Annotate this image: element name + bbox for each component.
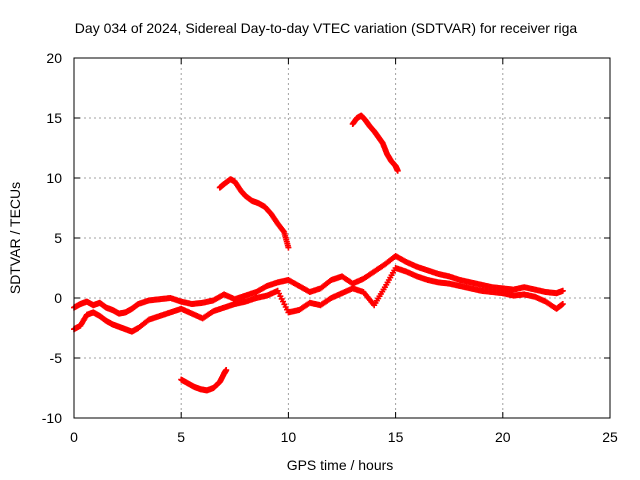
series-main-trace-lower (71, 265, 566, 335)
y-tick-label: 20 (46, 50, 62, 66)
axis-ticks: 0 5 10 15 20 25 -10 -5 0 5 10 15 20 (42, 50, 618, 445)
x-tick-label: 10 (281, 429, 297, 445)
data-point (394, 167, 401, 174)
y-tick-label: 5 (54, 230, 62, 246)
y-tick-label: 15 (46, 110, 62, 126)
series-mid-descending-arc (216, 176, 292, 251)
gridlines (74, 58, 610, 418)
data-points (71, 112, 566, 394)
x-tick-label: 5 (177, 429, 185, 445)
series-high-descending-arc (349, 112, 401, 174)
x-tick-label: 0 (70, 429, 78, 445)
data-point (223, 367, 230, 373)
x-tick-label: 15 (388, 429, 404, 445)
y-tick-label: -5 (50, 350, 63, 366)
data-point (559, 301, 566, 307)
x-axis-label: GPS time / hours (287, 457, 394, 473)
series-main-trace-upper (71, 253, 566, 317)
chart-title: Day 034 of 2024, Sidereal Day-to-day VTE… (75, 20, 578, 36)
y-tick-label: 0 (54, 290, 62, 306)
x-tick-label: 25 (602, 429, 618, 445)
y-tick-label: -10 (42, 410, 62, 426)
x-tick-label: 20 (495, 429, 511, 445)
data-point (285, 244, 292, 251)
data-point (559, 287, 566, 294)
y-tick-label: 10 (46, 170, 62, 186)
y-axis-label: SDTVAR / TECUs (7, 182, 23, 294)
series-dip-arc (178, 367, 230, 394)
